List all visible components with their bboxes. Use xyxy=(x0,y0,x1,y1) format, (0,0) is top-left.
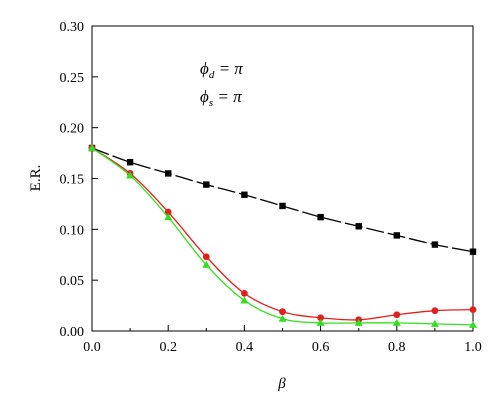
x-tick-label: 0.4 xyxy=(236,340,254,355)
data-point-triangle xyxy=(202,260,211,268)
data-point-circle xyxy=(279,308,286,316)
data-point-circle xyxy=(164,208,172,216)
y-tick-label: 0.00 xyxy=(60,325,85,340)
series-line xyxy=(91,147,474,253)
data-point-square xyxy=(431,241,439,248)
annotation-phi-s: ϕs = π xyxy=(200,87,242,109)
data-point-triangle xyxy=(469,320,477,328)
axis-ticks: 0.0 0.2 0.4 0.6 0.8 1.0 0.00 0.05 0.10 0.15 0.20 0.… xyxy=(60,20,482,355)
data-point-square xyxy=(393,232,400,239)
data-point-square xyxy=(279,202,286,210)
x-tick-label: 0.0 xyxy=(83,340,101,355)
series-square xyxy=(88,144,477,255)
plot-frame xyxy=(91,25,474,332)
data-point-circle xyxy=(241,289,248,297)
data-point-circle xyxy=(317,314,324,322)
data-point-triangle xyxy=(278,314,287,322)
data-point-circle xyxy=(469,306,477,314)
y-tick-label: 0.05 xyxy=(60,274,85,289)
x-tick-label: 0.6 xyxy=(312,340,330,355)
x-tick-label: 0.8 xyxy=(388,340,406,355)
data-point-circle xyxy=(431,307,439,315)
data-point-triangle xyxy=(430,319,439,327)
data-point-triangle xyxy=(126,171,135,179)
y-tick-label: 0.15 xyxy=(60,173,85,188)
data-point-circle xyxy=(202,253,210,261)
x-axis-label: β xyxy=(277,376,286,392)
data-point-square xyxy=(241,191,248,198)
data-point-triangle xyxy=(354,318,363,326)
data-point-circle xyxy=(393,311,401,319)
y-tick-label: 0.10 xyxy=(60,223,85,238)
y-tick-label: 0.30 xyxy=(60,20,85,35)
x-tick-label: 1.0 xyxy=(464,340,482,355)
data-point-triangle xyxy=(392,318,401,326)
data-point-square xyxy=(165,170,172,177)
data-point-square xyxy=(355,223,362,230)
series-line xyxy=(91,147,474,321)
data-point-triangle xyxy=(316,318,325,326)
data-point-square xyxy=(126,159,134,166)
y-axis-label: E.R. xyxy=(28,165,44,192)
y-tick-label: 0.25 xyxy=(60,71,85,86)
annotation-phi-d: ϕd = π xyxy=(200,59,243,81)
data-point-square xyxy=(469,248,477,255)
y-tick-label: 0.20 xyxy=(60,122,85,137)
series-triangle xyxy=(88,144,477,328)
series-line xyxy=(91,147,474,326)
data-point-triangle xyxy=(240,296,249,304)
data-point-triangle xyxy=(164,213,173,221)
series-circle xyxy=(88,144,477,324)
x-tick-label: 0.2 xyxy=(159,340,177,355)
series-layer xyxy=(88,144,477,328)
data-point-triangle xyxy=(88,144,96,151)
data-point-square xyxy=(317,213,324,221)
data-point-square xyxy=(203,181,210,188)
